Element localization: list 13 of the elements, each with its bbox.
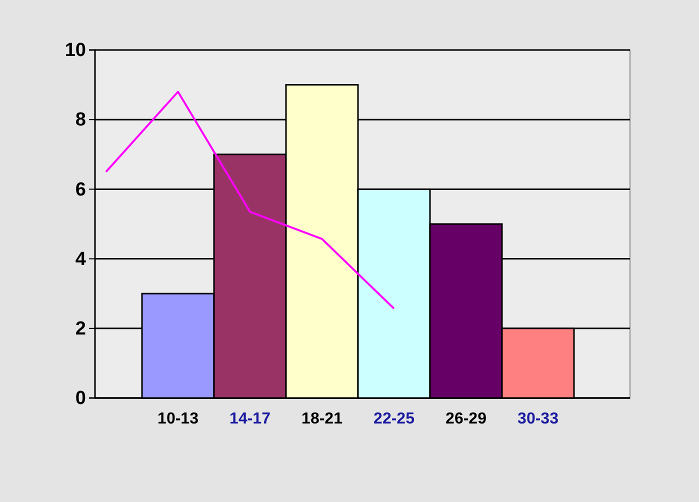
x-tick-label: 26-29: [446, 410, 487, 428]
y-tick-label: 4: [75, 248, 86, 270]
y-tick-label: 10: [64, 40, 86, 62]
y-tick-label: 8: [75, 110, 86, 131]
x-tick-label: 14-17: [230, 410, 271, 428]
x-tick-label: 10-13: [158, 410, 199, 428]
x-tick-label: 22-25: [374, 410, 415, 428]
y-tick-label: 2: [75, 318, 86, 340]
x-tick-label: 18-21: [302, 410, 343, 428]
x-tick-label: 30-33: [518, 410, 559, 428]
line-series: [105, 90, 395, 310]
y-tick-label: 6: [75, 179, 86, 200]
y-tick-label: 0: [75, 388, 86, 410]
